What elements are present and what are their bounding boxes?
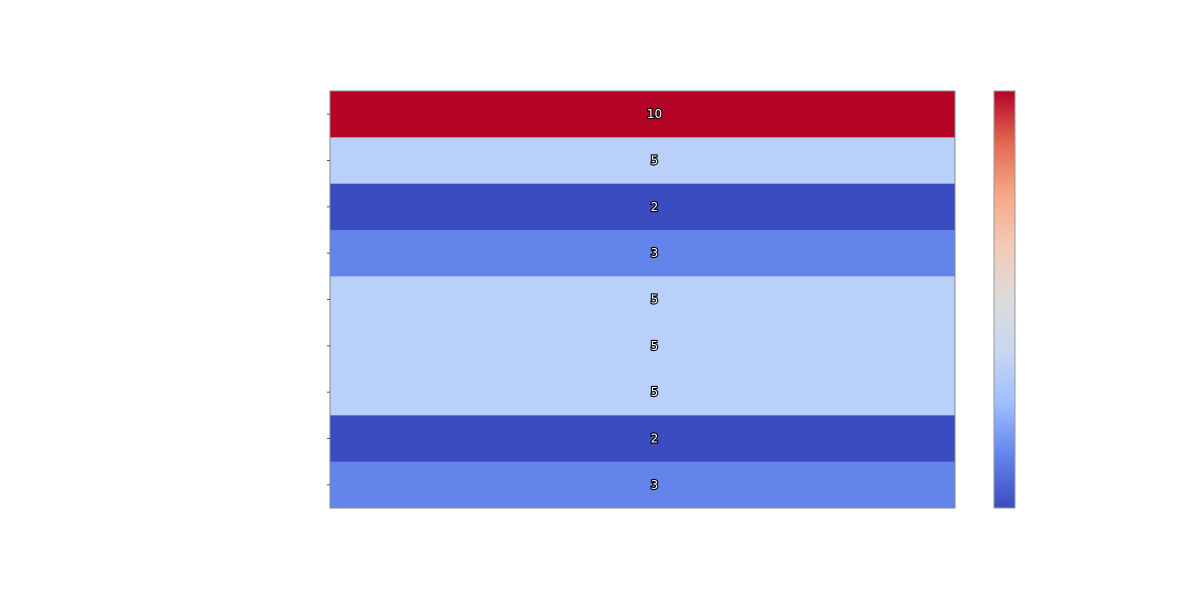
heatmap-cell-row-6 (330, 322, 955, 370)
y-axis-ticks (327, 113, 330, 486)
cell-annotation-row-6: 5 (651, 339, 659, 353)
heatmap-cell-row-3 (330, 183, 955, 231)
heatmap-cells (330, 91, 955, 509)
heatmap-cell-row-5 (330, 276, 955, 324)
heatmap-cell-row-2 (330, 137, 955, 185)
colorbar (993, 90, 1016, 509)
cell-annotation-row-8: 2 (651, 432, 659, 446)
heatmap-cell-row-8 (330, 415, 955, 463)
cell-annotation-row-1: 10 (647, 107, 662, 121)
cell-annotation-row-9: 3 (651, 478, 659, 492)
cell-annotation-row-7: 5 (651, 385, 659, 399)
heatmap-cell-row-7 (330, 369, 955, 416)
cell-annotation-row-5: 5 (651, 293, 659, 307)
cell-annotation-row-4: 3 (651, 246, 659, 260)
cell-annotations: 10 5 2 3 5 5 5 2 3 (646, 106, 663, 493)
heatmap-cell-row-9 (330, 461, 955, 509)
cell-annotation-row-3: 2 (651, 200, 659, 214)
heatmap-cell-row-4 (330, 230, 955, 277)
colorbar-gradient (993, 90, 1016, 509)
heatmap-cell-row-1 (330, 91, 955, 138)
cell-annotation-row-2: 5 (651, 154, 659, 168)
